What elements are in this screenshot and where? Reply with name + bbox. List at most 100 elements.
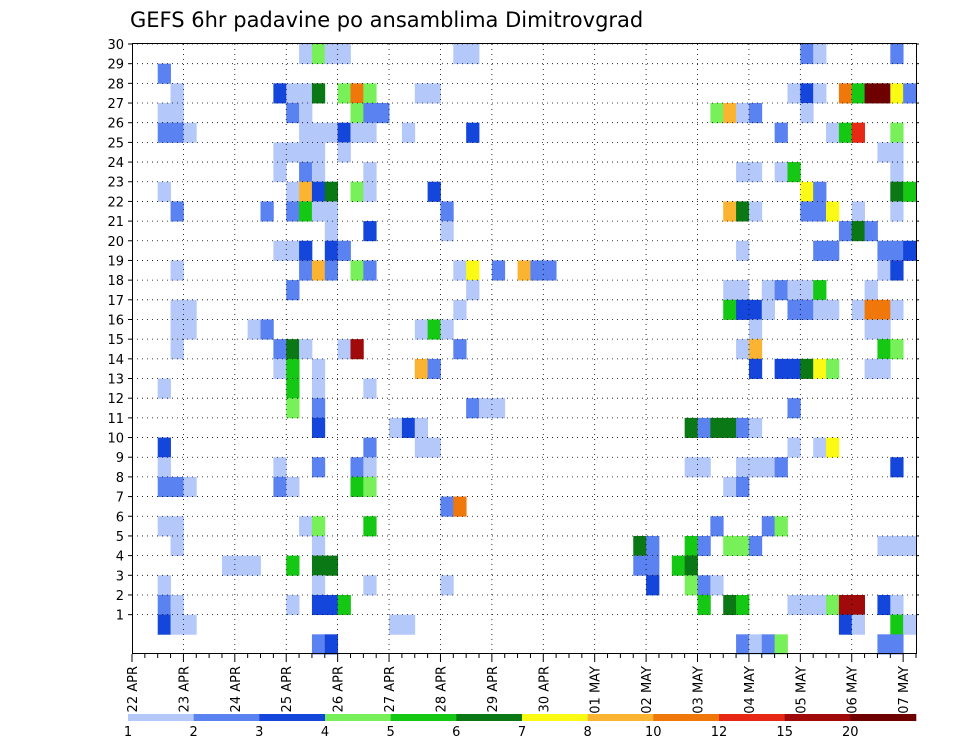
y-tick-label: 1 — [116, 609, 124, 624]
heatmap-cell — [350, 181, 364, 202]
heatmap-cell — [157, 103, 171, 124]
heatmap-cell — [363, 162, 377, 183]
heatmap-cell — [697, 594, 711, 616]
heatmap-cell — [736, 476, 750, 497]
heatmap-cell — [157, 457, 171, 478]
heatmap-cell — [774, 122, 788, 143]
heatmap-cell — [890, 83, 904, 104]
heatmap-cell — [427, 83, 441, 104]
heatmap-cell — [800, 201, 814, 222]
x-tick-label: 30 APR — [537, 666, 552, 712]
heatmap-cell — [170, 476, 184, 497]
heatmap-cell — [736, 299, 750, 320]
heatmap-cell — [646, 555, 660, 576]
heatmap-cell — [363, 181, 377, 202]
heatmap-cell — [723, 535, 737, 557]
heatmap-cell — [723, 594, 737, 616]
heatmap-cell — [311, 417, 326, 438]
legend-label: 5 — [387, 725, 395, 740]
y-tick-label: 22 — [107, 195, 124, 210]
heatmap-cell — [890, 240, 904, 261]
heatmap-cell — [363, 476, 377, 497]
heatmap-cell — [324, 201, 339, 222]
heatmap-cell — [286, 142, 300, 163]
heatmap-cell — [234, 555, 249, 576]
legend-swatch — [653, 714, 720, 721]
heatmap-cell — [903, 535, 917, 557]
heatmap-cell — [826, 299, 840, 320]
heatmap-cell — [311, 83, 326, 104]
heatmap-cell — [890, 44, 904, 65]
x-tick-label: 02 MAY — [640, 666, 655, 714]
heatmap-cell — [311, 142, 326, 163]
heatmap-cell — [543, 260, 557, 281]
heatmap-cell — [736, 339, 750, 360]
heatmap-cell — [273, 162, 287, 183]
heatmap-cell — [350, 260, 364, 281]
heatmap-cell — [453, 44, 467, 65]
heatmap-cell — [286, 476, 300, 497]
heatmap-cell — [286, 378, 300, 399]
heatmap-cell — [389, 417, 403, 438]
heatmap-cell — [517, 260, 531, 281]
heatmap-cell — [903, 83, 917, 104]
heatmap-cell — [414, 83, 428, 104]
heatmap-cell — [787, 437, 801, 458]
chart-title: GEFS 6hr padavine po ansamblima Dimitrov… — [130, 8, 643, 32]
heatmap-cell — [838, 221, 853, 242]
heatmap-cell — [466, 280, 480, 301]
heatmap-cell — [890, 260, 904, 281]
heatmap-cell — [877, 240, 891, 261]
heatmap-cell — [157, 476, 171, 497]
heatmap-cell — [170, 614, 184, 635]
heatmap-cell — [761, 516, 776, 537]
heatmap-cell — [466, 122, 480, 143]
heatmap-cell — [273, 240, 287, 261]
heatmap-cell — [299, 44, 313, 65]
grid-lines — [132, 43, 916, 654]
heatmap-cell — [170, 339, 184, 360]
y-tick-label: 24 — [107, 156, 124, 171]
heatmap-cell — [299, 201, 313, 222]
heatmap-cell — [311, 201, 326, 222]
heatmap-cell — [157, 614, 171, 635]
heatmap-cell — [286, 103, 300, 124]
heatmap-cell — [350, 457, 364, 478]
y-tick-label: 14 — [107, 353, 124, 368]
heatmap-cell — [748, 103, 763, 124]
heatmap-cell — [826, 437, 840, 458]
heatmap-cell — [864, 83, 878, 104]
heatmap-cell — [851, 83, 865, 104]
x-tick-label: 23 APR — [177, 666, 192, 712]
heatmap-cell — [363, 457, 377, 478]
heatmap-cell — [324, 555, 339, 576]
heatmap-cell — [311, 358, 326, 379]
heatmap-cell — [299, 339, 313, 360]
heatmap-cell — [800, 181, 814, 202]
x-tick-label: 05 MAY — [794, 666, 809, 714]
heatmap-cell — [311, 594, 326, 616]
legend-label: 6 — [452, 725, 460, 740]
y-tick-label: 30 — [107, 38, 124, 53]
heatmap-cell — [736, 634, 750, 655]
legend-label: 7 — [518, 725, 526, 740]
heatmap-cell — [170, 594, 184, 616]
legend-swatch — [850, 714, 917, 721]
heatmap-cell — [311, 181, 326, 202]
heatmap-cell — [864, 358, 878, 379]
heatmap-cell — [350, 339, 364, 360]
heatmap-cell — [864, 280, 878, 301]
heatmap-cell — [723, 476, 737, 497]
y-tick-label: 5 — [116, 530, 124, 545]
heatmap-cell — [877, 260, 891, 281]
heatmap-cell — [851, 122, 865, 143]
heatmap-cell — [826, 201, 840, 222]
heatmap-cell — [710, 575, 724, 596]
heatmap-cell — [183, 299, 197, 320]
heatmap-cell — [826, 240, 840, 261]
heatmap-cell — [774, 358, 788, 379]
legend-label: 10 — [645, 725, 662, 740]
heatmap-cell — [273, 339, 287, 360]
y-tick-label: 9 — [116, 451, 124, 466]
legend-label: 2 — [190, 725, 198, 740]
